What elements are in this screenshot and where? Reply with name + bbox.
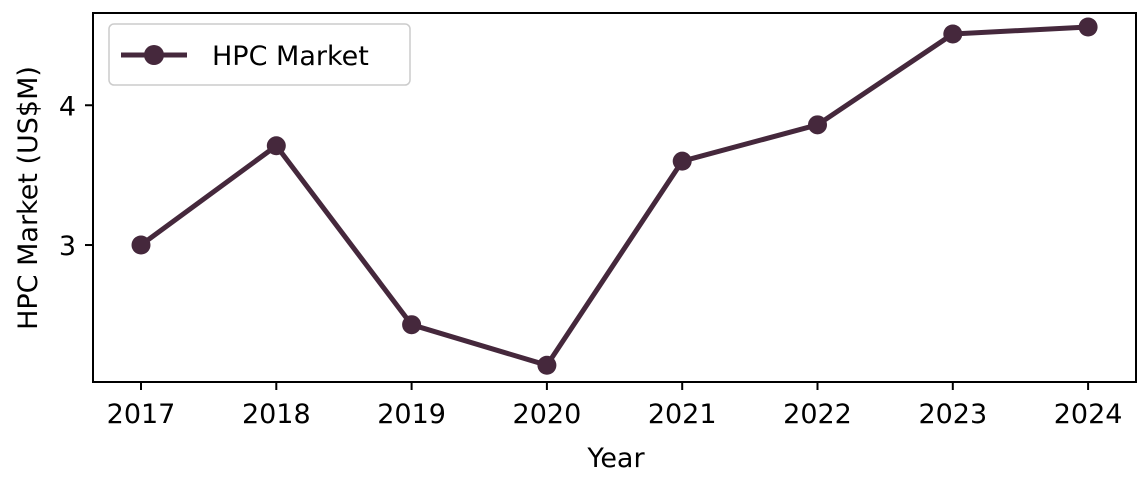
y-tick-label-3: 3 <box>59 231 76 262</box>
legend-entry-hpc-market: HPC Market <box>212 41 369 72</box>
data-point-2023 <box>943 24 963 44</box>
axes: 2017 2018 2019 2020 2021 2022 2023 2024 3 4 <box>59 12 1137 430</box>
x-tick-label-2017: 2017 <box>107 399 176 430</box>
y-tick-label-4: 4 <box>59 91 76 122</box>
data-point-2019 <box>402 315 422 335</box>
x-tick-label-2018: 2018 <box>242 399 311 430</box>
data-point-2021 <box>672 151 692 171</box>
data-point-2020 <box>537 355 557 375</box>
x-tick-label-2020: 2020 <box>513 399 582 430</box>
series-line-hpc-market <box>138 24 1091 368</box>
legend: HPC Market <box>108 23 411 86</box>
data-point-2024 <box>1078 17 1098 37</box>
data-point-2022 <box>808 115 827 135</box>
data-point-2017 <box>131 235 151 255</box>
x-tick-label-2022: 2022 <box>783 399 852 430</box>
x-tick-label-2019: 2019 <box>377 399 446 430</box>
plot-area <box>131 17 1098 375</box>
y-axis-title: HPC Market (US$M) <box>13 66 44 330</box>
legend-marker-swatch <box>144 45 164 65</box>
axes-frame <box>92 12 1137 383</box>
legend-frame <box>108 23 411 86</box>
x-tick-label-2021: 2021 <box>648 399 717 430</box>
x-tick-label-2023: 2023 <box>918 399 987 430</box>
x-tick-label-2024: 2024 <box>1054 399 1123 430</box>
x-axis-title: Year <box>586 443 645 474</box>
data-point-2018 <box>266 136 286 156</box>
